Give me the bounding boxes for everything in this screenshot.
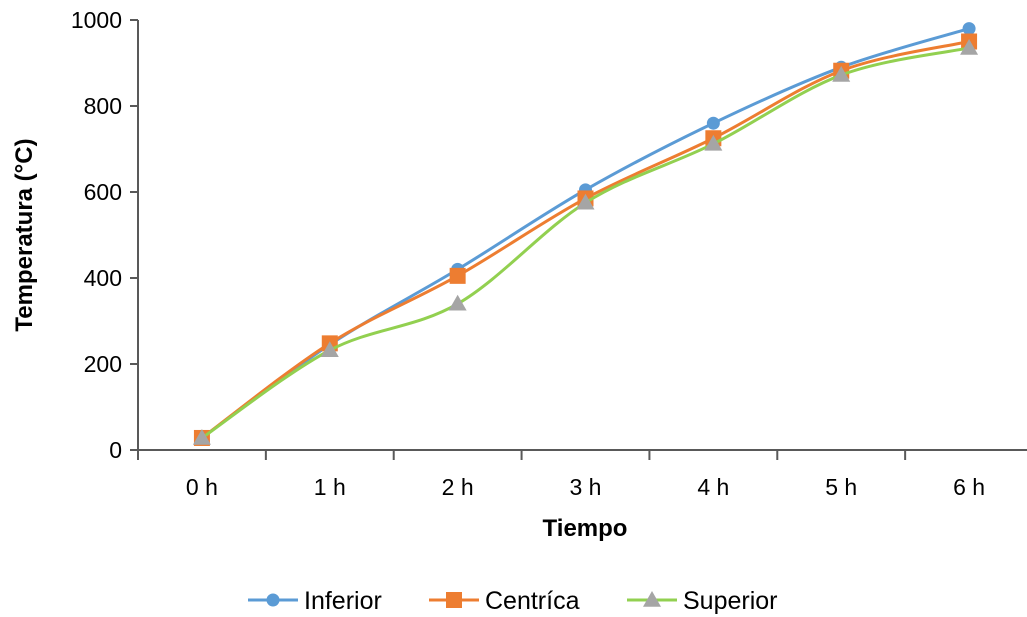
series-line	[201, 27, 970, 440]
x-axis: 0 h 1 h 2 h 3 h 4 h 5 h 6 h	[137, 449, 1027, 500]
data-point	[320, 341, 339, 357]
data-point	[960, 38, 979, 55]
data-point	[192, 428, 211, 445]
x-tick-label: 6 h	[953, 474, 985, 500]
y-tick-label: 1000	[71, 7, 122, 33]
y-tick-label: 0	[109, 437, 122, 463]
x-tick-label: 0 h	[186, 474, 218, 500]
legend-label: Superior	[683, 587, 778, 615]
legend-label: Centríca	[485, 587, 580, 615]
legend-marker	[446, 592, 462, 608]
data-point	[832, 66, 851, 82]
data-point	[576, 193, 595, 210]
legend-marker	[643, 591, 661, 607]
legend-item: Inferior	[248, 587, 382, 615]
x-axis-title: Tiempo	[543, 515, 628, 542]
y-tick-label: 400	[84, 265, 122, 291]
y-tick-label: 600	[84, 179, 122, 205]
legend-label: Inferior	[304, 587, 382, 615]
data-point	[962, 22, 976, 36]
data-point	[704, 134, 723, 151]
series-line	[201, 40, 970, 440]
y-tick-label: 200	[84, 351, 122, 377]
x-tick-label: 5 h	[825, 474, 857, 500]
series-superior	[192, 38, 979, 445]
y-axis: 0 200 400 600 800 1000	[71, 7, 139, 463]
data-point	[448, 294, 467, 311]
legend-marker	[266, 593, 280, 607]
y-axis-title: Temperatura (°C)	[11, 138, 38, 331]
y-tick-label: 800	[84, 93, 122, 119]
x-tick-label: 2 h	[442, 474, 474, 500]
data-point	[449, 267, 466, 284]
data-point	[706, 116, 720, 130]
x-tick-label: 4 h	[697, 474, 729, 500]
legend-item: Superior	[627, 587, 778, 615]
series-centríca	[193, 33, 978, 446]
series-inferior	[195, 22, 976, 445]
x-tick-label: 1 h	[314, 474, 346, 500]
series-line	[201, 46, 970, 440]
x-tick-label: 3 h	[570, 474, 602, 500]
legend: Inferior Centríca Superior	[248, 587, 778, 615]
series-layer	[192, 22, 979, 446]
legend-item: Centríca	[429, 587, 580, 615]
